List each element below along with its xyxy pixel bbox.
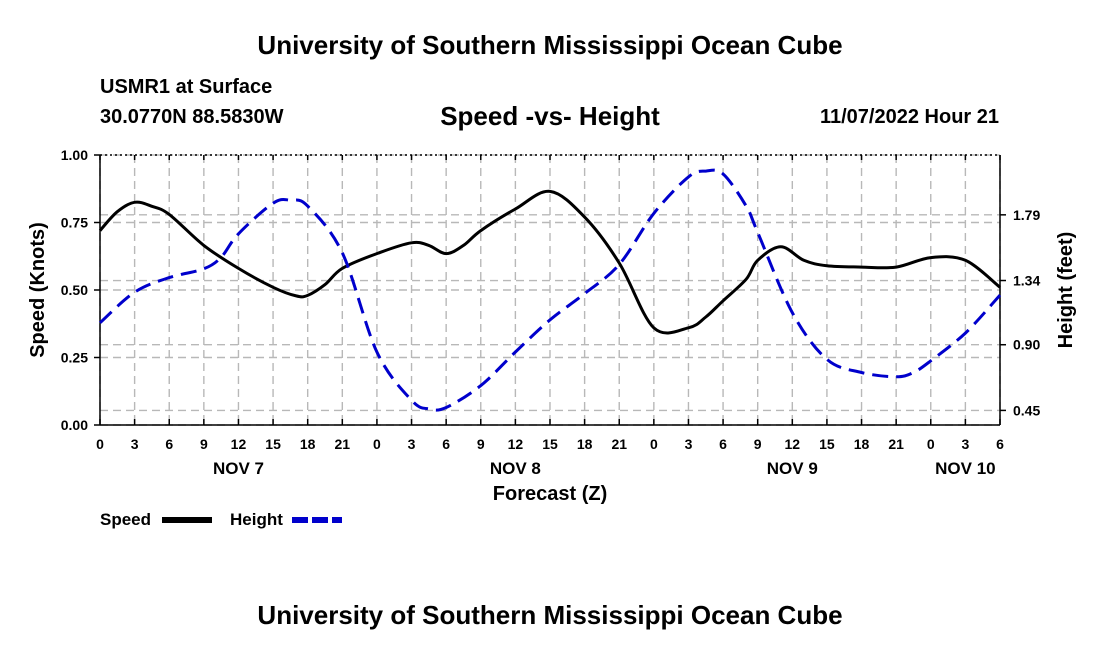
x-axis-title: Forecast (Z) — [493, 483, 607, 505]
x-tick-label: 3 — [685, 436, 693, 452]
chart-title: Speed -vs- Height — [440, 101, 660, 131]
x-tick-label: 18 — [300, 436, 316, 452]
y-tick-label: 0.50 — [61, 282, 88, 298]
y2-axis-title: Height (feet) — [1055, 232, 1077, 349]
x-tick-label: 9 — [200, 436, 208, 452]
footer-title: University of Southern Mississippi Ocean… — [257, 600, 843, 630]
x-tick-label: 21 — [335, 436, 351, 452]
date-label: NOV 8 — [490, 459, 541, 478]
date-label: NOV 10 — [935, 459, 995, 478]
y-tick-label: 0.25 — [61, 350, 88, 366]
x-tick-label: 18 — [577, 436, 593, 452]
x-tick-label: 6 — [719, 436, 727, 452]
x-tick-label: 15 — [265, 436, 281, 452]
date-label: NOV 7 — [213, 459, 264, 478]
station-label: USMR1 at Surface — [100, 76, 273, 98]
y2-tick-label: 0.45 — [1013, 402, 1040, 418]
x-tick-label: 0 — [650, 436, 658, 452]
station-coordinates: 30.0770N 88.5830W — [100, 106, 284, 128]
y-tick-label: 1.00 — [61, 147, 88, 163]
x-tick-label: 6 — [442, 436, 450, 452]
x-tick-label: 9 — [754, 436, 762, 452]
x-tick-label: 21 — [611, 436, 627, 452]
x-tick-label: 12 — [508, 436, 524, 452]
x-tick-label: 15 — [542, 436, 558, 452]
y-tick-label: 0.00 — [61, 417, 88, 433]
x-tick-label: 3 — [408, 436, 416, 452]
series-line-height — [99, 168, 1002, 412]
y-tick-label: 0.75 — [61, 215, 88, 231]
x-tick-label: 0 — [927, 436, 935, 452]
x-tick-label: 21 — [888, 436, 904, 452]
y2-tick-label: 1.34 — [1013, 273, 1040, 289]
x-tick-label: 15 — [819, 436, 835, 452]
y2-tick-label: 1.79 — [1013, 207, 1040, 223]
x-tick-label: 9 — [477, 436, 485, 452]
x-tick-label: 6 — [996, 436, 1004, 452]
date-label: NOV 9 — [767, 459, 818, 478]
x-tick-label: 12 — [785, 436, 801, 452]
page-title: University of Southern Mississippi Ocean… — [257, 30, 843, 60]
x-tick-label: 3 — [131, 436, 139, 452]
x-tick-label: 12 — [231, 436, 247, 452]
legend-label-speed: Speed — [100, 510, 151, 529]
x-tick-label: 6 — [165, 436, 173, 452]
x-tick-label: 0 — [373, 436, 381, 452]
x-tick-label: 18 — [854, 436, 870, 452]
forecast-datetime: 11/07/2022 Hour 21 — [819, 106, 999, 128]
y-axis-title: Speed (Knots) — [27, 222, 49, 358]
legend-label-height: Height — [230, 510, 283, 529]
series-line-speed — [98, 189, 1001, 335]
x-tick-label: 3 — [961, 436, 969, 452]
x-tick-label: 0 — [96, 436, 104, 452]
y2-tick-label: 0.90 — [1013, 337, 1040, 353]
